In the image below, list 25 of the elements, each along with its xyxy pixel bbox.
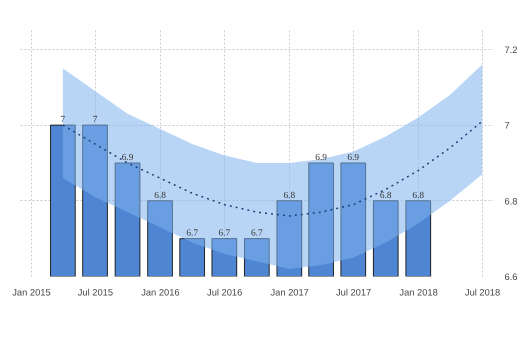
x-tick-label: Jan 2018 <box>399 288 438 298</box>
data-label: 6.8 <box>380 190 392 201</box>
data-label: 6.7 <box>186 228 198 239</box>
data-label: 6.8 <box>283 190 296 201</box>
x-tick-label: Jul 2017 <box>336 288 372 298</box>
line-series <box>62 120 483 217</box>
data-label: 7 <box>92 115 98 126</box>
data-label: 6.9 <box>347 152 360 163</box>
x-tick-label: Jan 2017 <box>270 288 309 298</box>
data-label: 7 <box>60 115 66 126</box>
y-tick-label: 7 <box>504 120 510 131</box>
data-label: 6.8 <box>412 190 424 201</box>
data-label: 6.9 <box>315 152 328 163</box>
x-tick-label: Jul 2015 <box>78 288 114 298</box>
x-tick-label: Jan 2015 <box>12 288 51 298</box>
y-tick-label: 6.8 <box>504 196 518 206</box>
y-tick-label: 6.6 <box>504 272 518 282</box>
data-label: 6.8 <box>154 190 166 201</box>
x-tick-label: Jul 2018 <box>464 288 500 298</box>
x-tick-label: Jul 2016 <box>207 288 242 298</box>
data-label: 6.7 <box>250 228 263 239</box>
y-tick-label: 7.2 <box>504 44 518 55</box>
x-tick-label: Jan 2016 <box>141 288 180 298</box>
data-label: 6.9 <box>122 152 134 163</box>
data-label: 6.7 <box>218 228 230 239</box>
